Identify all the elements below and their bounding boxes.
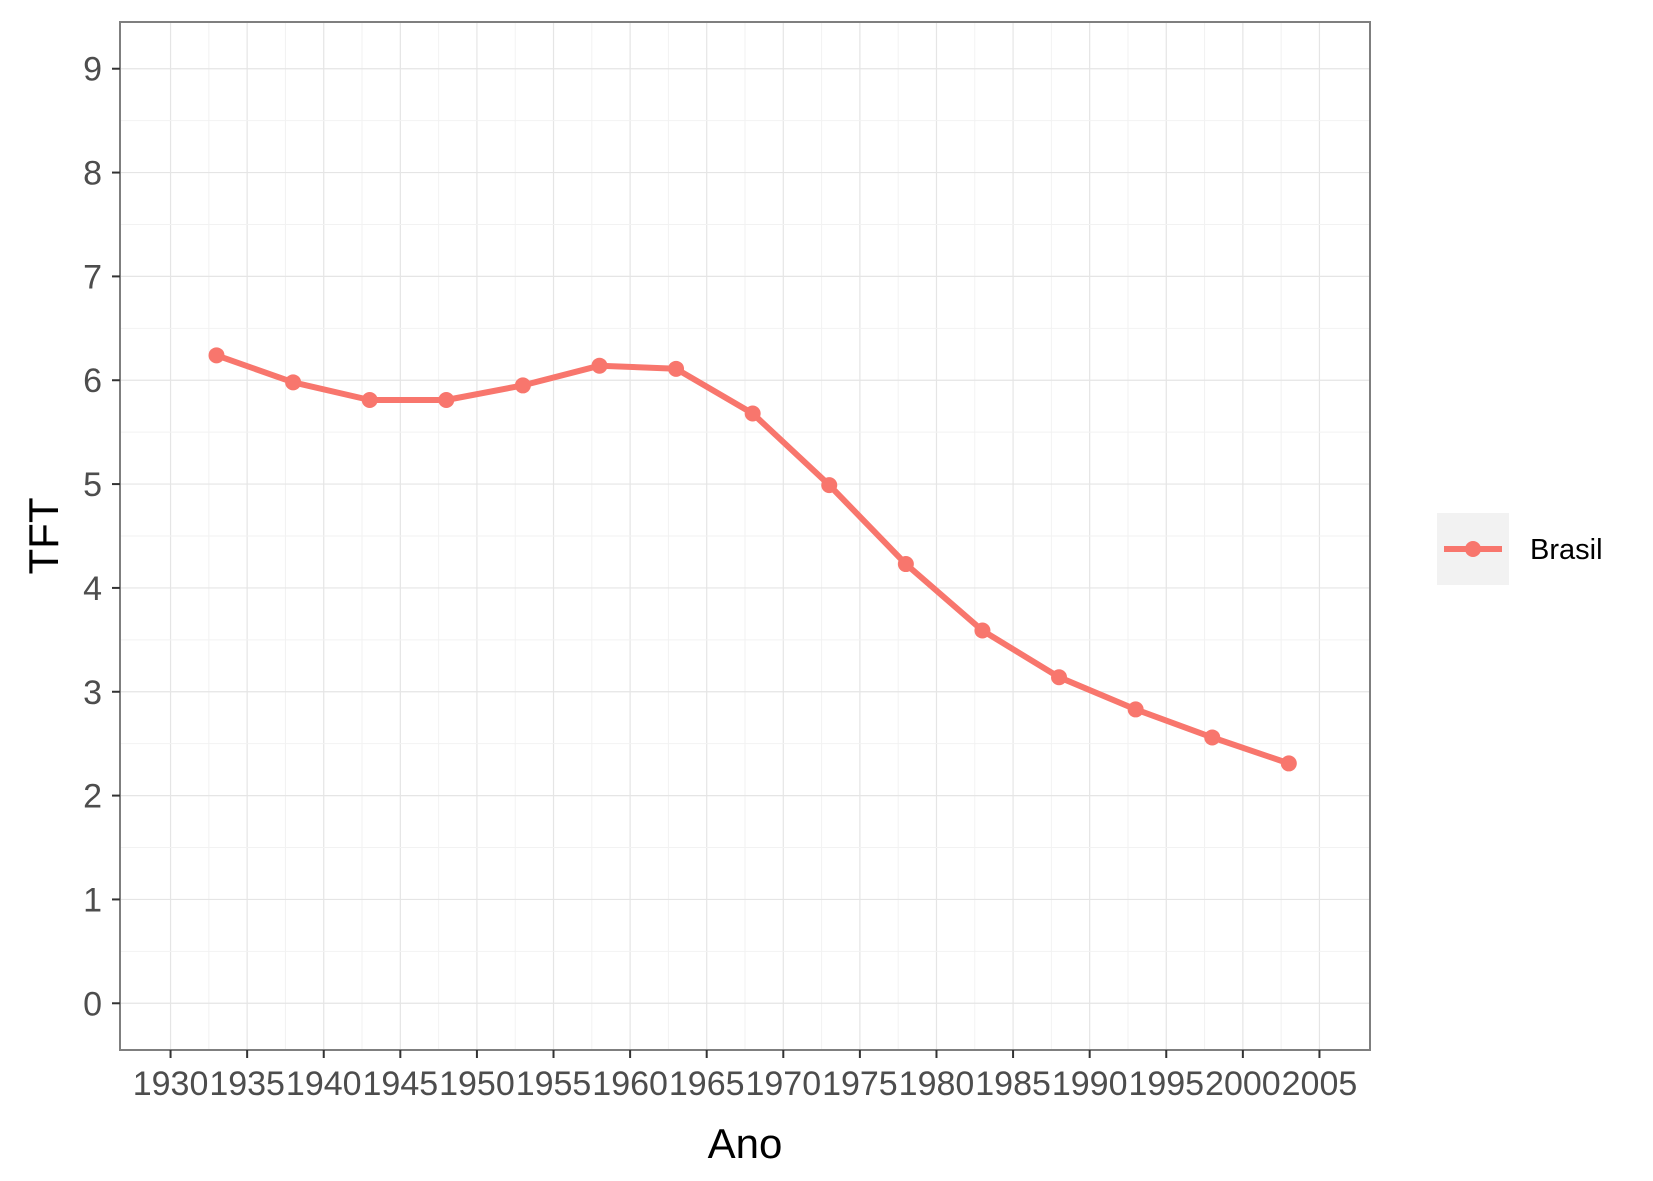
x-tick-label-2005: 2005 [1282,1065,1358,1103]
data-point-1998 [1204,729,1221,746]
plot-panel-border [119,21,1371,1051]
y-tick-label-7: 7 [83,258,102,296]
y-tick-label-0: 0 [83,985,102,1023]
data-point-1993 [1127,701,1144,718]
data-point-1978 [897,556,914,573]
y-tick-label-4: 4 [83,570,102,608]
x-tick-label-1970: 1970 [745,1065,821,1103]
series-layer [208,347,1297,772]
tick-labels: 1930 1935 1940 1945 1950 1955 1960 1965 1970 1975… [83,51,1357,1103]
x-tick-label-1940: 1940 [286,1065,362,1103]
y-tick-label-6: 6 [83,362,102,400]
x-tick-label-1930: 1930 [133,1065,209,1103]
data-point-2003 [1280,755,1297,772]
data-point-1933 [208,347,225,364]
x-tick-label-1995: 1995 [1128,1065,1204,1103]
data-point-1968 [744,405,761,422]
grid-lines [120,22,1370,1050]
x-tick-label-1960: 1960 [592,1065,668,1103]
data-point-1988 [1051,669,1068,686]
legend-key-point [1465,541,1481,557]
x-tick-label-1980: 1980 [899,1065,975,1103]
y-axis-title: TFT [20,498,67,575]
data-point-1948 [438,391,455,408]
data-point-1943 [361,391,378,408]
data-point-1963 [668,360,685,377]
x-tick-label-1950: 1950 [439,1065,515,1103]
x-axis-title: Ano [708,1120,783,1167]
x-tick-label-1990: 1990 [1052,1065,1128,1103]
y-tick-label-5: 5 [83,466,102,504]
x-tick-label-1955: 1955 [516,1065,592,1103]
y-tick-label-9: 9 [83,51,102,89]
legend-label-brasil: Brasil [1530,534,1603,566]
legend: Brasil [1437,513,1603,585]
data-point-1953 [514,377,531,394]
data-point-1973 [821,477,838,494]
x-tick-label-2000: 2000 [1205,1065,1281,1103]
y-tick-label-2: 2 [83,778,102,816]
data-point-1983 [974,622,991,639]
y-tick-label-3: 3 [83,674,102,712]
x-tick-label-1965: 1965 [669,1065,745,1103]
y-tick-label-8: 8 [83,155,102,193]
x-tick-label-1935: 1935 [209,1065,285,1103]
y-tick-label-1: 1 [83,881,102,919]
x-tick-label-1985: 1985 [975,1065,1051,1103]
x-tick-label-1975: 1975 [822,1065,898,1103]
data-point-1958 [591,357,608,374]
x-tick-label-1945: 1945 [363,1065,439,1103]
data-point-1938 [285,374,302,391]
axis-ticks [112,67,1321,1058]
